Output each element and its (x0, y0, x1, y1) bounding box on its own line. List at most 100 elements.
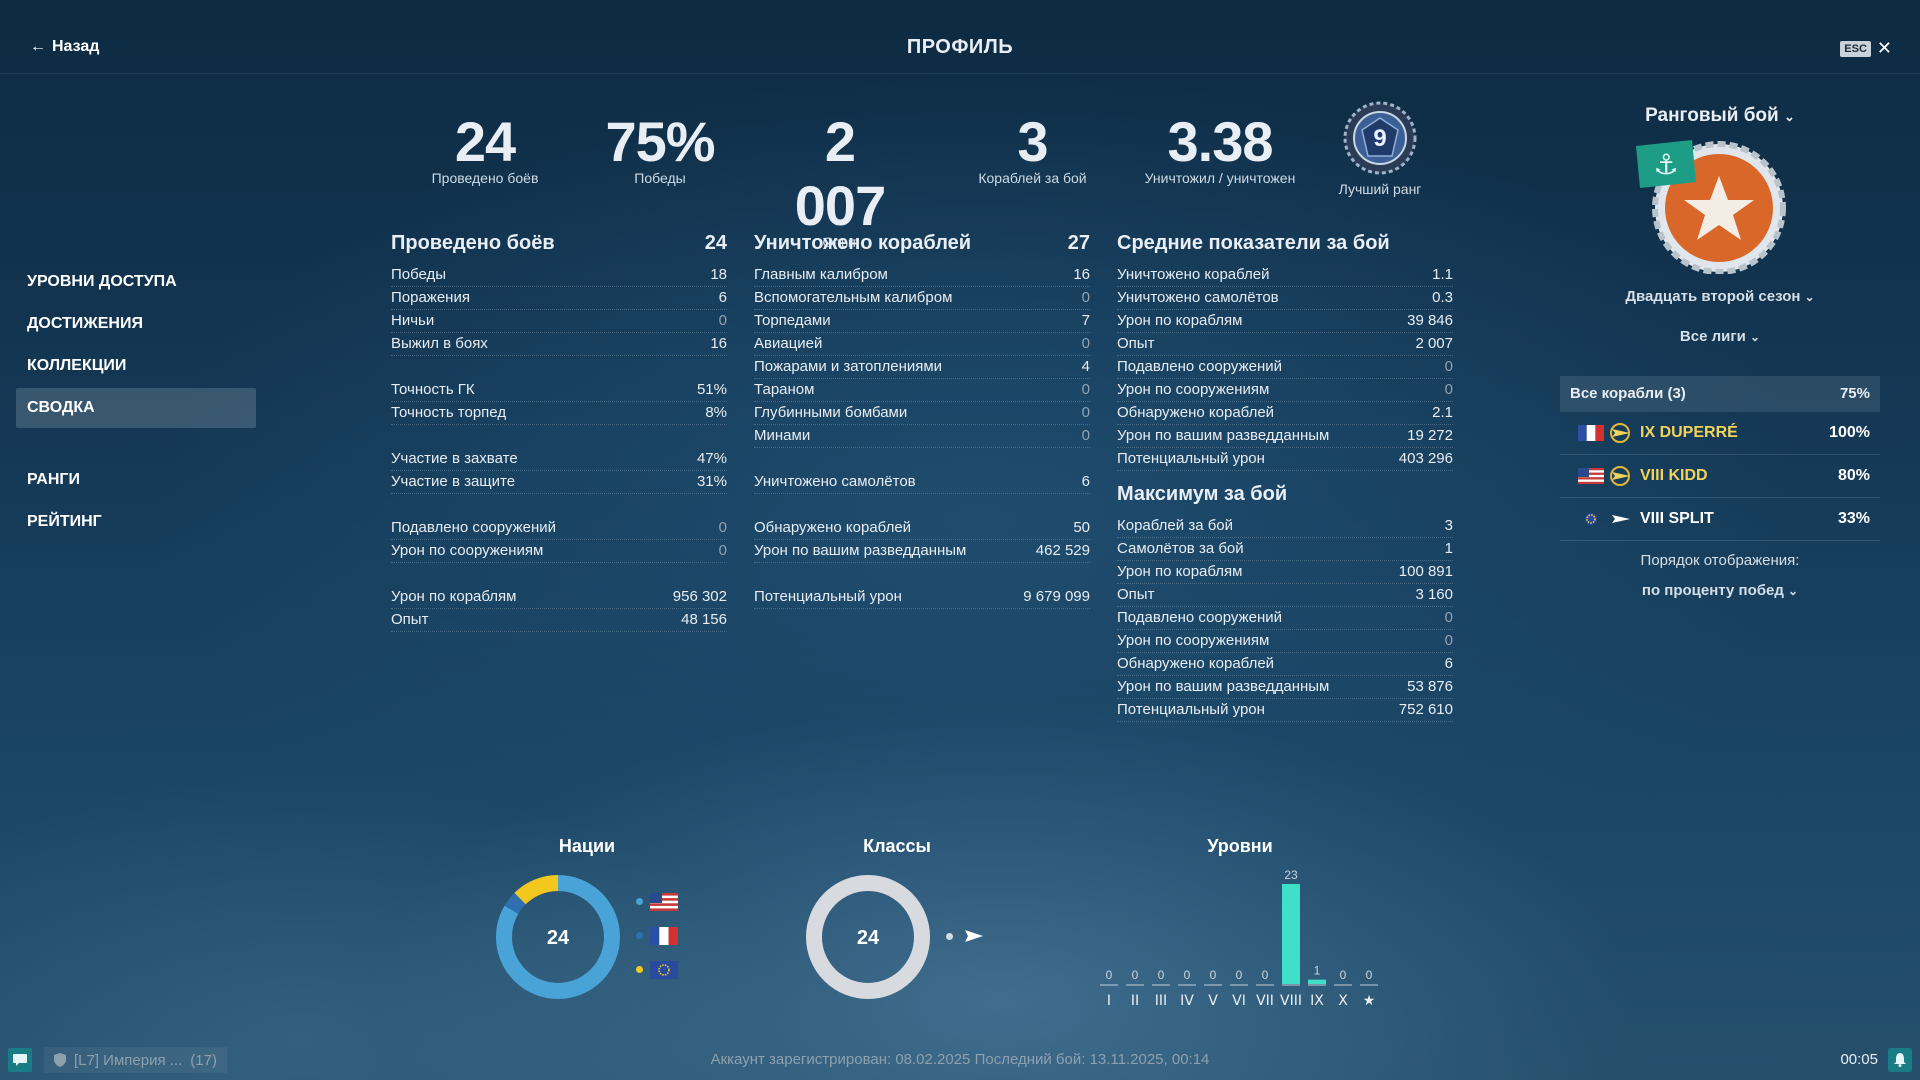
stat-value: 19 272 (1407, 427, 1453, 444)
stat-value: 6 (1081, 473, 1090, 490)
ships-list: Все корабли (3) 75% IX DUPERRÉ 100% VIII… (1560, 376, 1880, 541)
level-tick-label: VIII (1280, 993, 1302, 1009)
stat-label: Победы (391, 266, 447, 283)
stat-value: 18 (710, 266, 727, 283)
sidebar-item-access-levels[interactable]: УРОВНИ ДОСТУПА (27, 273, 177, 290)
ship-name: VIII KIDD (1640, 467, 1708, 484)
level-value-label: 23 (1284, 868, 1298, 882)
top-bar: ← Назад ПРОФИЛЬ ESC ✕ (0, 0, 1920, 74)
stat-label: Уничтожено самолётов (1117, 289, 1279, 306)
league-dropdown[interactable]: Все лиги ⌄ (1560, 328, 1880, 345)
sidebar-item-rating[interactable]: РЕЙТИНГ (27, 513, 102, 530)
ships-all-row[interactable]: Все корабли (3) 75% (1560, 376, 1880, 412)
ship-row[interactable]: VIII SPLIT 33% (1560, 498, 1880, 541)
ship-row[interactable]: VIII KIDD 80% (1560, 455, 1880, 498)
ship-row[interactable]: IX DUPERRÉ 100% (1560, 412, 1880, 455)
stat-row: Торпедами 7 (754, 310, 1090, 333)
stat-label: Выжил в боях (391, 335, 488, 352)
stat-value: 0.3 (1432, 289, 1453, 306)
stat-value: 16 (710, 335, 727, 352)
stat-label: Ничьи (391, 312, 435, 329)
stat-value: 0 (1444, 358, 1453, 375)
stat-row: Вспомогательным калибром 0 (754, 287, 1090, 310)
stat-label: Уничтожено кораблей (1117, 266, 1270, 283)
summary-kd: 3.38 Уничтожил / уничтожен (1125, 110, 1315, 186)
stat-label: Пожарами и затоплениями (754, 358, 943, 375)
destroyer-elite-icon (1610, 466, 1630, 486)
stat-row: Кораблей за бой 3 (1117, 515, 1453, 538)
stat-value: 403 296 (1398, 450, 1453, 467)
clan-button[interactable]: [L7] Империя ... (17) (44, 1047, 227, 1073)
best-rank-badge: 9 (1343, 101, 1417, 175)
sidebar-item-ranks[interactable]: РАНГИ (27, 471, 80, 488)
sidebar-item-summary[interactable]: СВОДКА (16, 388, 256, 428)
europe-flag-icon (1585, 513, 1597, 525)
stat-value: 47% (696, 450, 727, 467)
levels-chart-title: Уровни (1207, 836, 1273, 856)
season-dropdown[interactable]: Двадцать второй сезон ⌄ (1560, 288, 1880, 305)
stat-label: Участие в захвате (391, 450, 518, 467)
sidebar-item-collections[interactable]: КОЛЛЕКЦИИ (27, 357, 127, 374)
stat-row: Урон по сооружениям 0 (1117, 379, 1453, 402)
section-total: 27 (1067, 232, 1090, 254)
stat-value: 4 (1081, 358, 1090, 375)
notifications-button[interactable] (1888, 1048, 1912, 1072)
stat-label: Тараном (754, 381, 815, 398)
chat-button[interactable] (8, 1048, 32, 1072)
ships-all-pct: 75% (1839, 385, 1870, 402)
stat-label: Обнаружено кораблей (754, 519, 912, 536)
stat-label: Урон по вашим разведданным (754, 542, 967, 559)
stat-label: Потенциальный урон (1117, 701, 1265, 718)
page-title: ПРОФИЛЬ (906, 36, 1014, 58)
level-bar-IX (1308, 979, 1326, 984)
stat-label: Опыт (1117, 335, 1155, 352)
back-button[interactable]: ← Назад (30, 38, 99, 56)
stat-value: 8% (705, 404, 727, 421)
stat-label: Участие в защите (391, 473, 516, 490)
close-button[interactable]: ESC ✕ (1840, 38, 1892, 59)
stat-value: 0 (1081, 335, 1090, 352)
stat-value: 0 (718, 519, 727, 536)
stat-row: Подавлено сооружений 0 (391, 517, 727, 540)
stat-value: 0 (718, 542, 727, 559)
stat-label: Опыт (1117, 586, 1155, 603)
summary-label: Победы (634, 170, 686, 186)
france-flag-icon (1578, 425, 1604, 441)
level-tick-label: II (1131, 993, 1139, 1009)
stat-value: 2 007 (1415, 335, 1453, 352)
ship-name: IX DUPERRÉ (1640, 424, 1738, 441)
sidebar-item-achievements[interactable]: ДОСТИЖЕНИЯ (27, 315, 143, 332)
chevron-down-icon: ⌄ (1784, 109, 1795, 124)
level-tick-label: I (1107, 993, 1111, 1009)
stat-row: Главным калибром 16 (754, 264, 1090, 287)
summary-value: 3.38 (1167, 110, 1274, 173)
usa-flag-icon (1578, 468, 1604, 484)
level-tick-label: ★ (1363, 993, 1376, 1009)
stat-row: Участие в захвате 47% (391, 448, 727, 471)
sort-order-dropdown[interactable]: по проценту побед ⌄ (1560, 582, 1880, 599)
stat-row: Опыт 48 156 (391, 609, 727, 632)
bell-icon (1894, 1053, 1906, 1067)
stat-row: Потенциальный урон 9 679 099 (754, 586, 1090, 609)
stat-value: 1 (1444, 540, 1453, 557)
level-value-label: 0 (1262, 968, 1269, 982)
battle-type-dropdown[interactable]: Ранговый бой ⌄ (1560, 105, 1880, 127)
stat-row: Обнаружено кораблей 6 (1117, 653, 1453, 676)
stat-row: Уничтожено самолётов 6 (754, 471, 1090, 494)
stat-row: Урон по сооружениям 0 (1117, 630, 1453, 653)
summary-label: Опыт (822, 234, 858, 250)
stat-label: Торпедами (754, 312, 831, 329)
summary-label: Проведено боёв (431, 170, 539, 186)
stat-label: Главным калибром (754, 266, 888, 283)
stat-row: Урон по вашим разведданным 19 272 (1117, 425, 1453, 448)
summary-winrate: 75% Победы (595, 110, 725, 186)
stat-label: Точность ГК (391, 381, 475, 398)
close-icon: ✕ (1876, 38, 1892, 58)
level-tick-label: IV (1180, 993, 1194, 1009)
legend-dot-france (636, 932, 643, 939)
chevron-down-icon: ⌄ (1750, 330, 1761, 344)
stat-value: 3 (1444, 517, 1453, 534)
stat-value: 462 529 (1035, 542, 1090, 559)
stat-row: Урон по кораблям 956 302 (391, 586, 727, 609)
stat-row: Выжил в боях 16 (391, 333, 727, 356)
